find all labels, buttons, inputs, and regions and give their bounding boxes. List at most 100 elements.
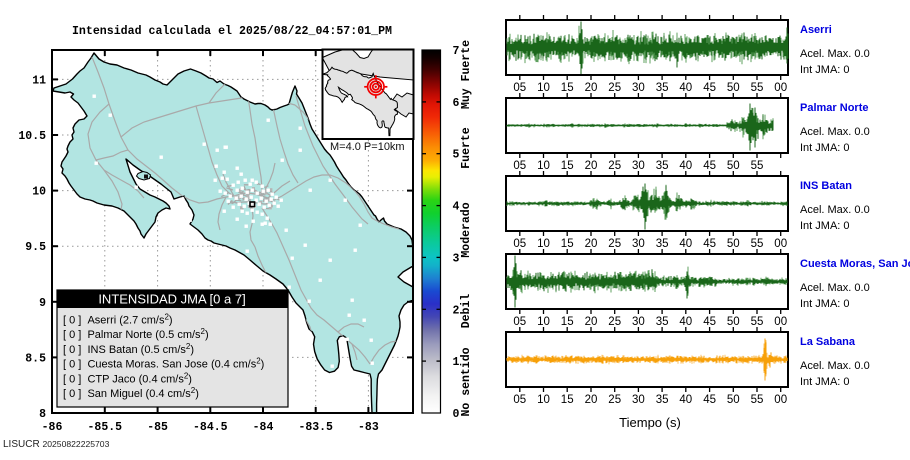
svg-text:45: 45 <box>703 238 716 250</box>
svg-text:0: 0 <box>453 408 460 421</box>
svg-text:[ 0 ] Palmar Norte (0.5 cm/s2: [ 0 ] Palmar Norte (0.5 cm/s2) <box>63 327 209 341</box>
svg-text:45: 45 <box>703 394 716 406</box>
svg-text:10: 10 <box>537 82 550 94</box>
svg-text:Acel. Max. 0.0: Acel. Max. 0.0 <box>800 48 870 60</box>
svg-text:15: 15 <box>561 316 574 328</box>
svg-text:-85.5: -85.5 <box>88 421 123 434</box>
svg-text:4: 4 <box>453 201 460 214</box>
svg-text:35: 35 <box>656 82 669 94</box>
svg-text:40: 40 <box>679 394 692 406</box>
svg-text:Acel. Max. 0.0: Acel. Max. 0.0 <box>800 126 870 138</box>
svg-text:Int JMA: 0: Int JMA: 0 <box>800 376 850 388</box>
svg-text:50: 50 <box>727 238 740 250</box>
svg-text:50: 50 <box>727 394 740 406</box>
svg-text:55: 55 <box>751 394 764 406</box>
svg-text:-85: -85 <box>147 421 168 434</box>
svg-text:7: 7 <box>453 45 460 58</box>
svg-text:8: 8 <box>39 408 46 421</box>
svg-text:25: 25 <box>608 238 621 250</box>
svg-text:Palmar Norte: Palmar Norte <box>800 102 868 114</box>
svg-text:45: 45 <box>703 160 716 172</box>
svg-text:15: 15 <box>561 160 574 172</box>
svg-text:00: 00 <box>774 394 787 406</box>
svg-text:50: 50 <box>727 160 740 172</box>
svg-text:Moderado: Moderado <box>460 202 473 257</box>
svg-text:20: 20 <box>585 316 598 328</box>
svg-text:05: 05 <box>513 316 526 328</box>
svg-text:Acel. Max. 0.0: Acel. Max. 0.0 <box>800 282 870 294</box>
svg-text:10: 10 <box>537 394 550 406</box>
svg-text:40: 40 <box>679 238 692 250</box>
svg-text:LISUCR 20250822225703: LISUCR 20250822225703 <box>3 439 110 450</box>
svg-text:45: 45 <box>703 82 716 94</box>
svg-text:Acel. Max. 0.0: Acel. Max. 0.0 <box>800 204 870 216</box>
svg-text:Acel. Max. 0.0: Acel. Max. 0.0 <box>800 360 870 372</box>
svg-text:INS Batan: INS Batan <box>800 180 852 192</box>
svg-text:[ 0 ] San Miguel (0.4 cm/s2): [ 0 ] San Miguel (0.4 cm/s2) <box>63 386 199 400</box>
svg-text:50: 50 <box>727 82 740 94</box>
svg-text:10: 10 <box>537 316 550 328</box>
svg-text:50: 50 <box>727 316 740 328</box>
svg-text:Int JMA: 0: Int JMA: 0 <box>800 220 850 232</box>
svg-text:45: 45 <box>703 316 716 328</box>
svg-text:INTENSIDAD JMA [0 a 7]: INTENSIDAD JMA [0 a 7] <box>98 292 245 307</box>
svg-text:05: 05 <box>513 160 526 172</box>
svg-text:Debil: Debil <box>460 294 473 329</box>
svg-text:-83: -83 <box>358 421 379 434</box>
svg-text:05: 05 <box>513 238 526 250</box>
svg-text:25: 25 <box>608 394 621 406</box>
svg-text:25: 25 <box>608 160 621 172</box>
svg-text:11: 11 <box>32 74 46 87</box>
svg-text:55: 55 <box>751 238 764 250</box>
svg-text:2: 2 <box>453 304 460 317</box>
svg-text:30: 30 <box>632 82 645 94</box>
svg-text:5: 5 <box>453 149 460 162</box>
svg-text:30: 30 <box>632 394 645 406</box>
svg-text:Intensidad calculada el 2025/0: Intensidad calculada el 2025/08/22_04:57… <box>72 25 392 38</box>
svg-text:35: 35 <box>656 160 669 172</box>
svg-text:Int JMA: 0: Int JMA: 0 <box>800 298 850 310</box>
svg-text:00: 00 <box>774 82 787 94</box>
svg-text:9.5: 9.5 <box>25 241 46 254</box>
svg-text:35: 35 <box>656 238 669 250</box>
svg-text:-86: -86 <box>42 421 63 434</box>
svg-text:10.5: 10.5 <box>18 130 46 143</box>
svg-text:40: 40 <box>679 160 692 172</box>
svg-text:Muy Fuerte: Muy Fuerte <box>460 40 473 109</box>
svg-text:-84: -84 <box>253 421 274 434</box>
svg-text:20: 20 <box>585 82 598 94</box>
svg-text:35: 35 <box>656 394 669 406</box>
svg-text:55: 55 <box>751 316 764 328</box>
svg-text:05: 05 <box>513 82 526 94</box>
svg-text:Cuesta Moras, San Jose: Cuesta Moras, San Jose <box>800 258 910 270</box>
svg-text:15: 15 <box>561 238 574 250</box>
svg-text:3: 3 <box>453 252 460 265</box>
svg-text:Int JMA: 0: Int JMA: 0 <box>800 64 850 76</box>
svg-text:[ 0 ] Cuesta Moras. San Jose: [ 0 ] Cuesta Moras. San Jose (0.4 cm/s2) <box>63 357 264 371</box>
svg-text:Fuerte: Fuerte <box>460 127 473 169</box>
svg-text:00: 00 <box>774 316 787 328</box>
svg-text:30: 30 <box>632 160 645 172</box>
svg-text:[ 0 ] CTP Jaco (0.4 cm/s2): [ 0 ] CTP Jaco (0.4 cm/s2) <box>63 371 192 385</box>
svg-text:25: 25 <box>608 82 621 94</box>
svg-text:M=4.0 P=10km: M=4.0 P=10km <box>330 141 405 153</box>
svg-text:8.5: 8.5 <box>25 352 46 365</box>
svg-text:-84.5: -84.5 <box>193 421 228 434</box>
svg-text:40: 40 <box>679 316 692 328</box>
svg-text:Tiempo (s): Tiempo (s) <box>619 415 681 430</box>
svg-text:55: 55 <box>751 82 764 94</box>
svg-text:No sentido: No sentido <box>460 347 473 416</box>
svg-text:00: 00 <box>774 238 787 250</box>
svg-text:25: 25 <box>608 316 621 328</box>
svg-text:05: 05 <box>513 394 526 406</box>
svg-text:20: 20 <box>585 394 598 406</box>
svg-text:[ 0 ] Aserri (2.7 cm/s2): [ 0 ] Aserri (2.7 cm/s2) <box>63 313 173 327</box>
svg-text:30: 30 <box>632 238 645 250</box>
svg-text:1: 1 <box>453 356 460 369</box>
svg-text:9: 9 <box>39 297 46 310</box>
svg-text:[ 0 ] INS Batan (0.5 cm/s2): [ 0 ] INS Batan (0.5 cm/s2) <box>63 342 194 356</box>
svg-text:15: 15 <box>561 394 574 406</box>
svg-text:15: 15 <box>561 82 574 94</box>
svg-text:20: 20 <box>585 160 598 172</box>
svg-text:10: 10 <box>32 186 46 199</box>
